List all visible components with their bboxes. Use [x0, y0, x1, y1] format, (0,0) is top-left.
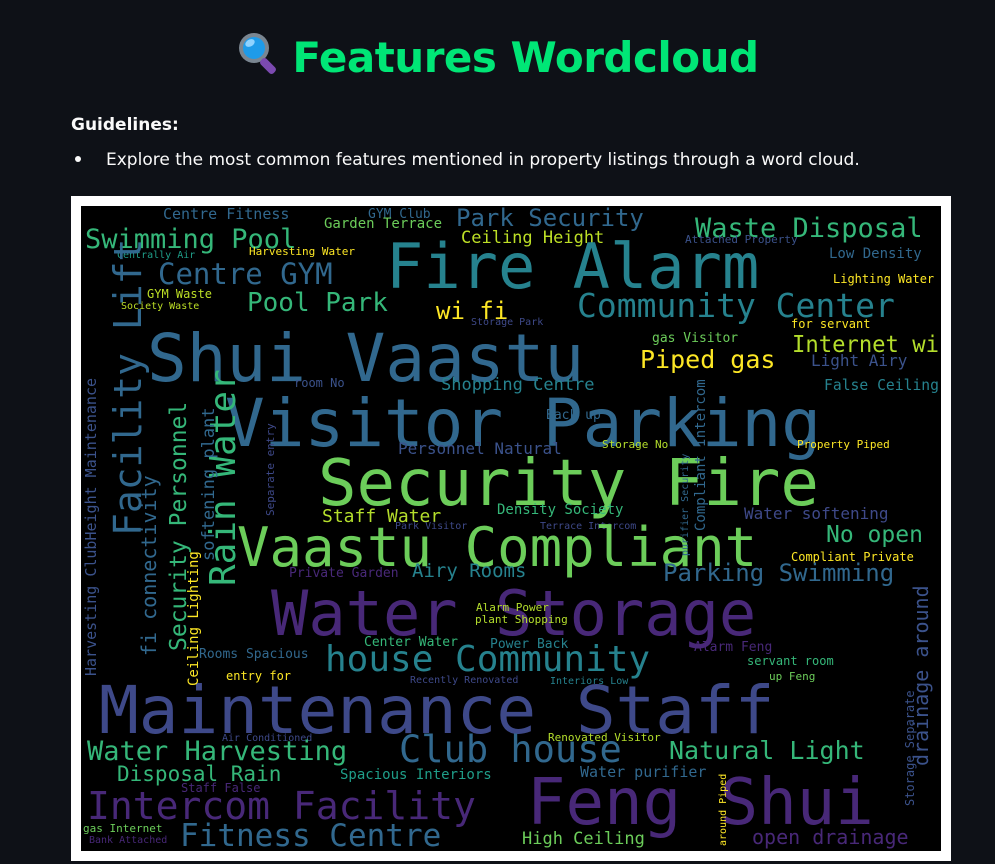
- wordcloud-word: Power Back: [490, 637, 568, 652]
- wordcloud-word: gas Internet: [83, 822, 162, 835]
- wordcloud-word: Center Water: [364, 635, 458, 650]
- wordcloud-word: Internet wi: [792, 332, 939, 358]
- wordcloud-word: Centre Fitness: [163, 206, 289, 223]
- guidelines-label: Guidelines:: [71, 115, 179, 135]
- wordcloud-word: Density Society: [497, 502, 623, 518]
- wordcloud-word: Storage Park: [471, 317, 543, 328]
- wordcloud-word: purifier Security: [680, 454, 691, 556]
- wordcloud-word: Low Density: [829, 246, 922, 262]
- wordcloud-word: Compliant Private: [791, 550, 914, 564]
- wordcloud-word: Separate entry: [264, 423, 277, 516]
- wordcloud-word: Interiors Low: [550, 676, 629, 687]
- wordcloud-word: servant room: [747, 654, 834, 668]
- wordcloud-word: Fire Alarm: [386, 230, 759, 303]
- wordcloud-word: GYM Club: [368, 207, 431, 222]
- wordcloud-word: Alarm Feng: [694, 640, 772, 655]
- wordcloud-word: Ceiling Lighting: [186, 551, 202, 686]
- wordcloud-word: open drainage: [752, 825, 909, 849]
- guideline-item: Explore the most common features mention…: [71, 150, 860, 170]
- wordcloud-word: Society Waste: [121, 301, 199, 312]
- wordcloud-word: Ceiling Height: [461, 228, 604, 248]
- wordcloud-word: Storage No: [602, 438, 668, 451]
- wordcloud-word: Back up: [546, 408, 601, 423]
- guideline-text: Explore the most common features mention…: [106, 150, 860, 170]
- wordcloud-canvas: Centre Fitness GYM Club Park Security Garde…: [81, 206, 941, 851]
- wordcloud-word: Visitor Parking: [225, 385, 821, 462]
- wordcloud-word: Harvesting Water: [249, 245, 355, 258]
- wordcloud-word: No open: [826, 522, 923, 548]
- wordcloud-word: Vaastu Compliant: [237, 516, 757, 579]
- wordcloud-word: Private Garden: [289, 566, 399, 581]
- wordcloud-word: around Piped: [718, 774, 729, 846]
- wordcloud-word: Piped gas: [640, 345, 775, 374]
- wordcloud-word: Community Center: [577, 286, 895, 325]
- wordcloud-word: gas Visitor: [652, 331, 738, 346]
- wordcloud-word: up Feng: [769, 670, 815, 683]
- wordcloud-word: Feng Shui: [527, 766, 874, 840]
- wordcloud-word: Water Storage: [271, 577, 756, 650]
- wordcloud-word: Security Personnel: [166, 402, 192, 651]
- wordcloud-word: Park Security: [456, 206, 644, 232]
- wordcloud-word: wi fi: [436, 297, 508, 325]
- wordcloud-word: Personnel Natural: [398, 439, 562, 458]
- wordcloud-word: Club house: [399, 728, 622, 771]
- wordcloud-word: Pool Park: [247, 288, 388, 318]
- wordcloud-word: Security Fire: [318, 447, 819, 521]
- wordcloud-word: Staff False: [181, 781, 260, 795]
- magnifying-glass-icon: [236, 30, 282, 86]
- wordcloud-word: Centrally Air: [117, 250, 195, 261]
- wordcloud-word: Rooms Spacious: [199, 647, 309, 662]
- wordcloud-word: Spacious Interiors: [340, 767, 492, 783]
- wordcloud-svg: Centre Fitness GYM Club Park Security Garde…: [82, 206, 939, 851]
- wordcloud-word: Terrace Intercom: [540, 521, 636, 532]
- wordcloud-word: Water Harvesting: [87, 736, 347, 767]
- wordcloud-word: High Ceiling: [522, 829, 645, 849]
- wordcloud-word: Property Piped: [797, 438, 890, 451]
- wordcloud-word: Parking Swimming: [663, 559, 894, 587]
- wordcloud-word: for servant: [791, 317, 870, 331]
- wordcloud-word: Fitness Centre: [180, 818, 441, 851]
- wordcloud-word: Centre GYM: [158, 257, 333, 291]
- wordcloud-word: entry for: [226, 669, 291, 683]
- wordcloud-word: Renovated Visitor: [548, 731, 661, 744]
- wordcloud-word: Airy Rooms: [412, 560, 526, 582]
- wordcloud-word: Park Visitor: [395, 521, 467, 532]
- wordcloud-word: room No: [294, 376, 345, 390]
- wordcloud-word: Disposal Rain: [117, 762, 281, 786]
- wordcloud-word: Attached Property: [685, 233, 798, 246]
- wordcloud-word: Shopping Centre: [441, 375, 595, 395]
- wordcloud-word: GYM Waste: [147, 287, 212, 301]
- wordcloud-word: plant Shopping: [475, 613, 568, 626]
- wordcloud-word: Staff Water: [322, 506, 441, 527]
- wordcloud-word: Water purifier: [580, 763, 706, 781]
- wordcloud-word: softening plant: [199, 407, 219, 561]
- page-title-text: Features Wordcloud: [292, 33, 759, 82]
- wordcloud-word: Compliant Intercom: [693, 379, 709, 531]
- wordcloud-word: False Ceiling: [824, 376, 939, 394]
- wordcloud-word: Air Conditioned: [222, 733, 312, 744]
- bullet-icon: [75, 155, 81, 162]
- wordcloud-word: drainage around: [909, 585, 933, 766]
- wordcloud-word: Waste Disposal: [695, 213, 923, 244]
- wordcloud-word: Harvesting ClubHeight Maintenance: [82, 378, 100, 676]
- wordcloud-word: Garden Terrace: [324, 216, 442, 232]
- wordcloud-word: Lighting Water: [833, 272, 934, 286]
- wordcloud-word: Maintenance Staff: [99, 672, 775, 749]
- wordcloud-word: Water softening: [744, 504, 889, 523]
- page-title: Features Wordcloud: [0, 30, 995, 86]
- wordcloud-word: Natural Light: [669, 736, 865, 765]
- wordcloud-word: Intercom Facility: [87, 784, 476, 828]
- wordcloud-word: Recently Renovated: [410, 675, 518, 686]
- wordcloud-word: fi connectivity: [137, 475, 161, 656]
- wordcloud-word: Shui Vaastu: [147, 320, 584, 397]
- wordcloud-word: Bank Attached: [89, 835, 167, 846]
- wordcloud-word: Facility Lift: [106, 239, 150, 536]
- wordcloud-word: Storage Separate: [903, 690, 917, 806]
- wordcloud-word: Swimming Pool: [85, 224, 296, 255]
- wordcloud-word: Light Airy: [811, 351, 908, 370]
- wordcloud-word: Rain Water: [203, 369, 244, 586]
- wordcloud-image: Centre Fitness GYM Club Park Security Garde…: [71, 196, 951, 861]
- wordcloud-word: Alarm Power: [476, 601, 549, 614]
- wordcloud-word: house Community: [325, 639, 650, 680]
